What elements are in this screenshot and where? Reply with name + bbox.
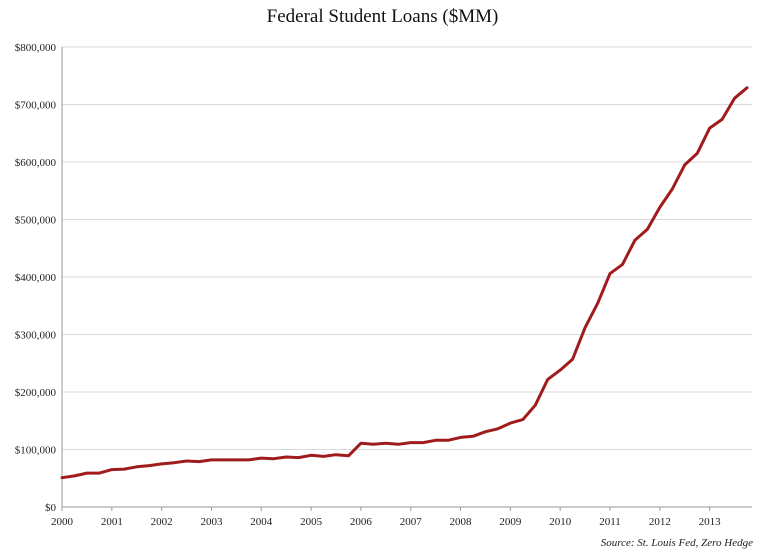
data-point [708, 126, 711, 130]
data-point [608, 272, 612, 275]
data-point [98, 471, 101, 475]
data-point [583, 326, 587, 329]
chart-title: Federal Student Loans ($MM) [266, 6, 499, 27]
data-point [60, 476, 64, 479]
x-tick-label: 2001 [101, 516, 123, 528]
data-point [297, 456, 300, 459]
data-point [309, 454, 313, 457]
y-tick-label: $700,000 [15, 100, 57, 112]
x-tick-label: 2000 [51, 516, 74, 528]
data-point [372, 443, 375, 446]
data-point [123, 467, 126, 471]
data-point [210, 458, 213, 462]
axes [61, 47, 752, 511]
data-point [459, 436, 462, 439]
data-point [646, 228, 649, 231]
x-tick-label: 2003 [200, 516, 223, 528]
data-point [671, 187, 674, 191]
data-point [172, 461, 176, 464]
x-tick-label: 2012 [649, 516, 671, 528]
data-point [160, 462, 163, 466]
series-lines [60, 86, 749, 480]
data-point [521, 418, 524, 421]
y-tick-label: $100,000 [15, 445, 57, 457]
data-point [359, 442, 363, 445]
data-point [534, 404, 537, 407]
data-point [322, 455, 325, 458]
x-tick-label: 2011 [599, 516, 621, 528]
x-tick-label: 2013 [699, 516, 722, 528]
data-point [471, 435, 475, 438]
data-point [409, 441, 412, 444]
x-tick-label: 2007 [400, 516, 423, 528]
data-point [347, 454, 350, 457]
data-point [235, 458, 238, 462]
y-tick-label: $500,000 [15, 215, 57, 227]
x-tick-label: 2009 [499, 516, 522, 528]
x-tick-label: 2008 [450, 516, 473, 528]
x-tick-label: 2010 [549, 516, 572, 528]
data-point [185, 459, 188, 463]
data-point [85, 471, 89, 475]
x-tick-label: 2002 [151, 516, 173, 528]
series-line [60, 86, 749, 480]
data-point [73, 474, 76, 478]
data-point [720, 118, 724, 121]
data-point [596, 302, 599, 305]
data-point [745, 86, 749, 90]
data-point [397, 443, 400, 446]
data-point [285, 455, 288, 459]
data-point [247, 458, 250, 462]
data-point [446, 439, 450, 442]
data-point [559, 368, 562, 372]
data-point [546, 378, 549, 381]
y-tick-label: $400,000 [15, 272, 57, 284]
data-point [571, 358, 574, 361]
x-tick-label: 2004 [250, 516, 273, 528]
data-point [422, 441, 425, 444]
y-tick-label: $300,000 [15, 330, 57, 342]
data-point [696, 152, 699, 155]
data-point [484, 430, 487, 433]
y-tick-label: $200,000 [15, 387, 57, 399]
data-point [496, 427, 500, 430]
y-tick-label: $600,000 [15, 157, 57, 169]
data-point [384, 442, 387, 445]
data-point [260, 456, 263, 460]
data-point [509, 421, 512, 425]
data-point [633, 239, 637, 242]
y-tick-label: $800,000 [15, 42, 57, 54]
data-point [683, 163, 686, 167]
data-point [222, 458, 226, 462]
data-point [658, 206, 661, 209]
data-point [733, 97, 736, 100]
y-tick-labels: $0 $100,000 $200,000 $300,000 $400,000 $500,0… [15, 42, 57, 514]
x-tick-labels: 2000 2001 2002 2003 2004 2005 2006 2007 2008 2009… [51, 516, 721, 528]
data-point [135, 465, 138, 468]
data-point [272, 457, 275, 460]
y-tick-label: $0 [45, 502, 57, 514]
x-tick-label: 2005 [300, 516, 323, 528]
data-point [110, 468, 114, 471]
data-point [148, 464, 151, 467]
data-point [621, 263, 624, 266]
data-point [197, 460, 201, 463]
gridlines [62, 46, 752, 450]
data-point [434, 439, 437, 442]
source-note: Source: St. Louis Fed, Zero Hedge [600, 537, 753, 549]
data-point [334, 453, 338, 456]
x-tick-label: 2006 [350, 516, 373, 528]
